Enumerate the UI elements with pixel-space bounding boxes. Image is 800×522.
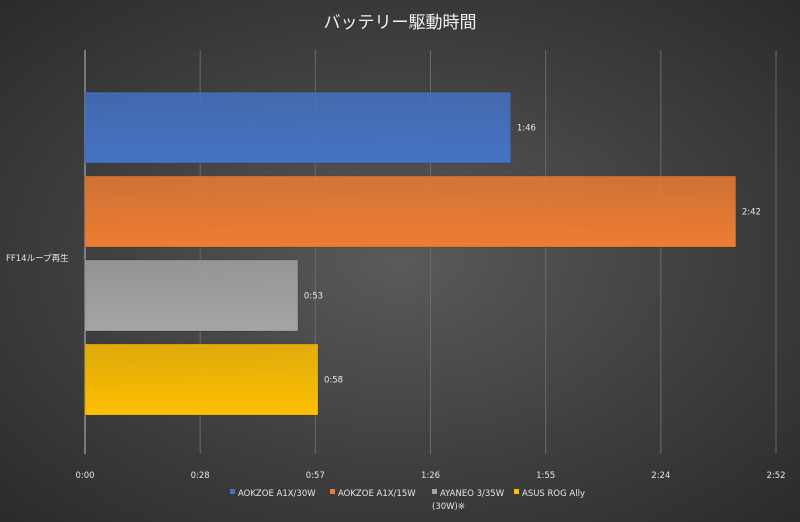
- bars: [84, 91, 737, 416]
- legend-swatch: [432, 489, 437, 494]
- x-tick-label: 1:26: [421, 471, 440, 481]
- bar: [84, 175, 737, 248]
- legend: AOKZOE A1X/30W AOKZOE A1X/15W AYANEO 3/35W…: [230, 489, 585, 512]
- chart-title: バッテリー駆動時間: [324, 13, 477, 33]
- data-label: 2:42: [742, 208, 761, 218]
- legend-label: (30W)※: [432, 502, 465, 512]
- legend-swatch: [330, 489, 335, 494]
- legend-swatch: [514, 489, 519, 494]
- x-tick-label: 0:57: [306, 471, 325, 481]
- bar: [84, 259, 299, 332]
- x-tick-label: 0:00: [75, 471, 94, 481]
- x-tick-label: 0:28: [191, 471, 210, 481]
- data-label: 0:58: [324, 376, 343, 386]
- legend-label: AOKZOE A1X/15W: [338, 489, 416, 499]
- x-tick-label: 2:52: [766, 471, 785, 481]
- x-tick-label: 2:24: [651, 471, 670, 481]
- category-label: FF14ループ再生: [6, 253, 69, 264]
- legend-label: AOKZOE A1X/30W: [238, 489, 316, 499]
- legend-label: ASUS ROG Ally: [522, 489, 585, 499]
- data-label: 0:53: [304, 292, 323, 302]
- bar: [84, 343, 319, 416]
- legend-label: AYANEO 3/35W: [440, 489, 505, 499]
- bar: [84, 91, 512, 164]
- data-label: 1:46: [517, 124, 536, 134]
- data-labels: 1:46 2:42 0:53 0:58: [304, 124, 761, 386]
- x-axis: 0:00 0:28 0:57 1:26 1:55 2:24 2:52: [75, 471, 785, 481]
- legend-swatch: [230, 489, 235, 494]
- x-tick-label: 1:55: [536, 471, 555, 481]
